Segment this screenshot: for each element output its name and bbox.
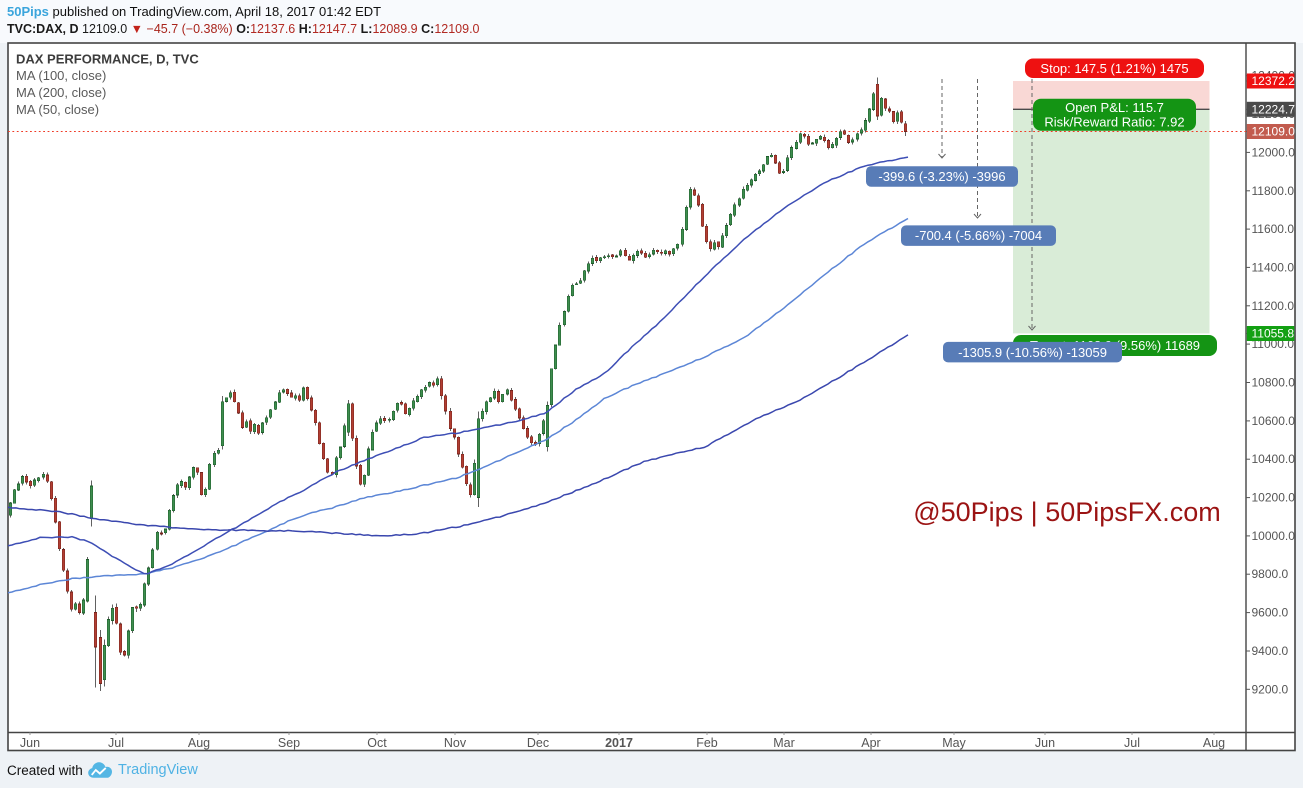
svg-text:Sep: Sep xyxy=(278,736,300,750)
svg-text:Jun: Jun xyxy=(20,736,40,750)
svg-text:Jun: Jun xyxy=(1035,736,1055,750)
svg-text:11200.0: 11200.0 xyxy=(1252,299,1295,313)
svg-text:10800.0: 10800.0 xyxy=(1252,376,1296,390)
svg-text:Mar: Mar xyxy=(773,736,795,750)
svg-text:Stop: 147.5 (1.21%) 1475: Stop: 147.5 (1.21%) 1475 xyxy=(1040,61,1188,76)
svg-text:9200.0: 9200.0 xyxy=(1252,682,1289,696)
svg-text:10000.0: 10000.0 xyxy=(1252,529,1296,543)
svg-text:Jul: Jul xyxy=(108,736,124,750)
svg-text:12224.7: 12224.7 xyxy=(1252,102,1296,116)
svg-text:11600.0: 11600.0 xyxy=(1252,222,1295,236)
svg-text:Aug: Aug xyxy=(1203,736,1225,750)
svg-text:12000.0: 12000.0 xyxy=(1252,145,1296,159)
svg-text:Risk/Reward Ratio: 7.92: Risk/Reward Ratio: 7.92 xyxy=(1044,115,1184,130)
svg-text:12109.0: 12109.0 xyxy=(1252,125,1296,139)
svg-text:MA (200, close): MA (200, close) xyxy=(16,85,106,100)
svg-text:-700.4 (-5.66%) -7004: -700.4 (-5.66%) -7004 xyxy=(915,228,1042,243)
svg-text:11055.8: 11055.8 xyxy=(1252,327,1295,341)
svg-text:Open P&L: 115.7: Open P&L: 115.7 xyxy=(1065,100,1164,115)
svg-text:@50Pips | 50PipsFX.com: @50Pips | 50PipsFX.com xyxy=(913,497,1221,527)
svg-text:10200.0: 10200.0 xyxy=(1252,491,1296,505)
svg-text:10600.0: 10600.0 xyxy=(1252,414,1296,428)
svg-text:9400.0: 9400.0 xyxy=(1252,644,1289,658)
svg-text:Nov: Nov xyxy=(444,736,467,750)
svg-text:2017: 2017 xyxy=(605,736,633,750)
svg-text:DAX PERFORMANCE, D, TVC: DAX PERFORMANCE, D, TVC xyxy=(16,52,199,67)
svg-text:Oct: Oct xyxy=(367,736,387,750)
svg-text:12372.2: 12372.2 xyxy=(1252,74,1296,88)
svg-text:May: May xyxy=(942,736,966,750)
svg-text:9600.0: 9600.0 xyxy=(1252,606,1289,620)
svg-text:-399.6 (-3.23%) -3996: -399.6 (-3.23%) -3996 xyxy=(878,169,1005,184)
svg-text:MA (100, close): MA (100, close) xyxy=(16,68,106,83)
svg-text:Jul: Jul xyxy=(1124,736,1140,750)
svg-text:Feb: Feb xyxy=(696,736,718,750)
svg-text:Aug: Aug xyxy=(188,736,210,750)
svg-text:MA (50, close): MA (50, close) xyxy=(16,102,99,117)
svg-text:Dec: Dec xyxy=(527,736,549,750)
svg-text:10400.0: 10400.0 xyxy=(1252,452,1296,466)
svg-text:11400.0: 11400.0 xyxy=(1252,260,1295,274)
svg-text:-1305.9 (-10.56%) -13059: -1305.9 (-10.56%) -13059 xyxy=(958,345,1107,360)
svg-text:Apr: Apr xyxy=(861,736,880,750)
svg-text:9800.0: 9800.0 xyxy=(1252,567,1289,581)
svg-text:11800.0: 11800.0 xyxy=(1252,184,1295,198)
